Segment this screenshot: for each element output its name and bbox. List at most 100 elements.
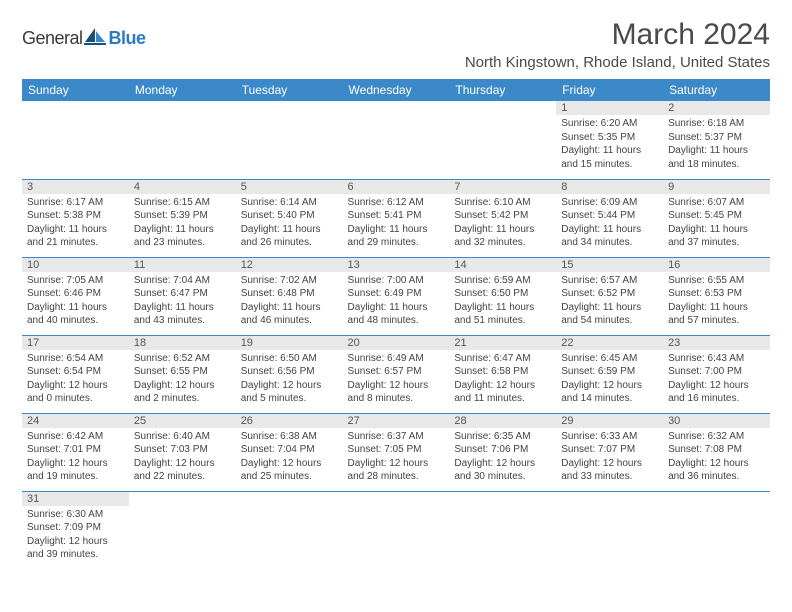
calendar-day: 6Sunrise: 6:12 AMSunset: 5:41 PMDaylight… <box>343 179 450 257</box>
daylight-line: Daylight: 12 hours and 36 minutes. <box>668 457 765 484</box>
day-number: 7 <box>449 180 556 194</box>
sunrise-line: Sunrise: 6:37 AM <box>348 430 445 444</box>
sunrise-line: Sunrise: 6:09 AM <box>561 196 658 210</box>
day-number: 3 <box>22 180 129 194</box>
daylight-line: Daylight: 11 hours and 26 minutes. <box>241 223 338 250</box>
sunset-line: Sunset: 7:09 PM <box>27 521 124 535</box>
calendar-empty <box>236 491 343 569</box>
day-details: Sunrise: 6:49 AMSunset: 6:57 PMDaylight:… <box>343 350 450 409</box>
weekday-header: Monday <box>129 79 236 101</box>
day-details: Sunrise: 6:35 AMSunset: 7:06 PMDaylight:… <box>449 428 556 487</box>
calendar-day: 30Sunrise: 6:32 AMSunset: 7:08 PMDayligh… <box>663 413 770 491</box>
sunset-line: Sunset: 7:00 PM <box>668 365 765 379</box>
sunset-line: Sunset: 7:08 PM <box>668 443 765 457</box>
calendar-empty <box>129 101 236 179</box>
daylight-line: Daylight: 11 hours and 37 minutes. <box>668 223 765 250</box>
sunrise-line: Sunrise: 6:12 AM <box>348 196 445 210</box>
daylight-line: Daylight: 12 hours and 11 minutes. <box>454 379 551 406</box>
day-details: Sunrise: 6:47 AMSunset: 6:58 PMDaylight:… <box>449 350 556 409</box>
sunset-line: Sunset: 5:45 PM <box>668 209 765 223</box>
sunset-line: Sunset: 7:07 PM <box>561 443 658 457</box>
day-details: Sunrise: 6:40 AMSunset: 7:03 PMDaylight:… <box>129 428 236 487</box>
sunset-line: Sunset: 6:53 PM <box>668 287 765 301</box>
daylight-line: Daylight: 12 hours and 2 minutes. <box>134 379 231 406</box>
day-number: 20 <box>343 336 450 350</box>
calendar-day: 13Sunrise: 7:00 AMSunset: 6:49 PMDayligh… <box>343 257 450 335</box>
weekday-header: Tuesday <box>236 79 343 101</box>
day-details: Sunrise: 7:02 AMSunset: 6:48 PMDaylight:… <box>236 272 343 331</box>
day-number: 28 <box>449 414 556 428</box>
sunset-line: Sunset: 6:58 PM <box>454 365 551 379</box>
daynum-bar-empty <box>129 492 236 506</box>
title-block: March 2024 North Kingstown, Rhode Island… <box>465 18 770 77</box>
day-details: Sunrise: 6:55 AMSunset: 6:53 PMDaylight:… <box>663 272 770 331</box>
sunset-line: Sunset: 7:05 PM <box>348 443 445 457</box>
sunrise-line: Sunrise: 6:52 AM <box>134 352 231 366</box>
daynum-bar-empty <box>449 492 556 506</box>
calendar-empty <box>343 491 450 569</box>
day-number: 21 <box>449 336 556 350</box>
sunrise-line: Sunrise: 7:02 AM <box>241 274 338 288</box>
sunrise-line: Sunrise: 6:59 AM <box>454 274 551 288</box>
sunset-line: Sunset: 6:52 PM <box>561 287 658 301</box>
sunset-line: Sunset: 5:39 PM <box>134 209 231 223</box>
calendar-day: 10Sunrise: 7:05 AMSunset: 6:46 PMDayligh… <box>22 257 129 335</box>
day-details: Sunrise: 6:43 AMSunset: 7:00 PMDaylight:… <box>663 350 770 409</box>
month-title: March 2024 <box>465 18 770 52</box>
sunset-line: Sunset: 6:59 PM <box>561 365 658 379</box>
daylight-line: Daylight: 12 hours and 8 minutes. <box>348 379 445 406</box>
day-details: Sunrise: 6:14 AMSunset: 5:40 PMDaylight:… <box>236 194 343 253</box>
calendar-day: 29Sunrise: 6:33 AMSunset: 7:07 PMDayligh… <box>556 413 663 491</box>
weekday-header: Sunday <box>22 79 129 101</box>
daylight-line: Daylight: 12 hours and 0 minutes. <box>27 379 124 406</box>
daylight-line: Daylight: 11 hours and 18 minutes. <box>668 144 765 171</box>
weekday-header: Thursday <box>449 79 556 101</box>
daylight-line: Daylight: 11 hours and 43 minutes. <box>134 301 231 328</box>
day-details: Sunrise: 6:59 AMSunset: 6:50 PMDaylight:… <box>449 272 556 331</box>
daylight-line: Daylight: 11 hours and 32 minutes. <box>454 223 551 250</box>
daynum-bar-empty <box>22 101 129 115</box>
daylight-line: Daylight: 11 hours and 54 minutes. <box>561 301 658 328</box>
calendar-row: 31Sunrise: 6:30 AMSunset: 7:09 PMDayligh… <box>22 491 770 569</box>
calendar-row: 17Sunrise: 6:54 AMSunset: 6:54 PMDayligh… <box>22 335 770 413</box>
sunrise-line: Sunrise: 6:55 AM <box>668 274 765 288</box>
sunrise-line: Sunrise: 6:57 AM <box>561 274 658 288</box>
sunset-line: Sunset: 6:47 PM <box>134 287 231 301</box>
day-number: 1 <box>556 101 663 115</box>
day-number: 10 <box>22 258 129 272</box>
calendar-empty <box>556 491 663 569</box>
calendar-row: 1Sunrise: 6:20 AMSunset: 5:35 PMDaylight… <box>22 101 770 179</box>
calendar-day: 11Sunrise: 7:04 AMSunset: 6:47 PMDayligh… <box>129 257 236 335</box>
day-number: 9 <box>663 180 770 194</box>
day-number: 16 <box>663 258 770 272</box>
day-details: Sunrise: 6:09 AMSunset: 5:44 PMDaylight:… <box>556 194 663 253</box>
daylight-line: Daylight: 12 hours and 16 minutes. <box>668 379 765 406</box>
calendar-day: 4Sunrise: 6:15 AMSunset: 5:39 PMDaylight… <box>129 179 236 257</box>
calendar-day: 14Sunrise: 6:59 AMSunset: 6:50 PMDayligh… <box>449 257 556 335</box>
daylight-line: Daylight: 11 hours and 57 minutes. <box>668 301 765 328</box>
calendar-empty <box>129 491 236 569</box>
day-number: 26 <box>236 414 343 428</box>
daylight-line: Daylight: 11 hours and 40 minutes. <box>27 301 124 328</box>
day-details: Sunrise: 6:54 AMSunset: 6:54 PMDaylight:… <box>22 350 129 409</box>
calendar-day: 18Sunrise: 6:52 AMSunset: 6:55 PMDayligh… <box>129 335 236 413</box>
calendar-empty <box>663 491 770 569</box>
sunset-line: Sunset: 6:56 PM <box>241 365 338 379</box>
daylight-line: Daylight: 11 hours and 15 minutes. <box>561 144 658 171</box>
day-number: 6 <box>343 180 450 194</box>
daylight-line: Daylight: 12 hours and 22 minutes. <box>134 457 231 484</box>
sunrise-line: Sunrise: 7:00 AM <box>348 274 445 288</box>
sunrise-line: Sunrise: 6:30 AM <box>27 508 124 522</box>
calendar-empty <box>22 101 129 179</box>
sunset-line: Sunset: 7:04 PM <box>241 443 338 457</box>
daylight-line: Daylight: 11 hours and 23 minutes. <box>134 223 231 250</box>
daylight-line: Daylight: 12 hours and 25 minutes. <box>241 457 338 484</box>
day-number: 31 <box>22 492 129 506</box>
calendar-day: 5Sunrise: 6:14 AMSunset: 5:40 PMDaylight… <box>236 179 343 257</box>
sail-icon <box>83 26 107 51</box>
calendar-day: 1Sunrise: 6:20 AMSunset: 5:35 PMDaylight… <box>556 101 663 179</box>
sunrise-line: Sunrise: 6:50 AM <box>241 352 338 366</box>
sunset-line: Sunset: 5:37 PM <box>668 131 765 145</box>
sunset-line: Sunset: 5:41 PM <box>348 209 445 223</box>
calendar-day: 7Sunrise: 6:10 AMSunset: 5:42 PMDaylight… <box>449 179 556 257</box>
